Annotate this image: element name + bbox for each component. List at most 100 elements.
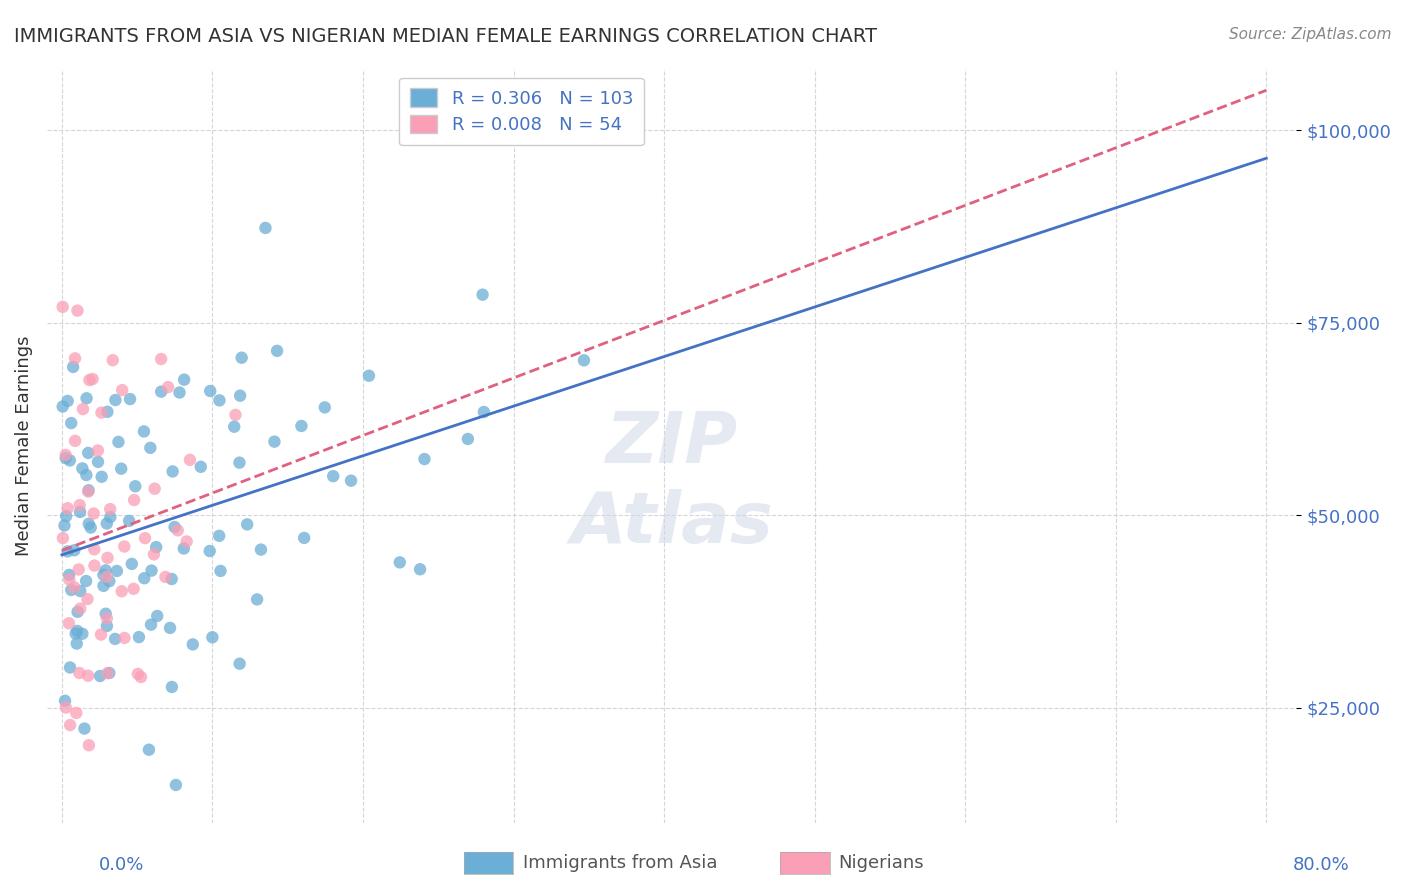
Point [53,694,76,708]
Point [159,621,181,635]
Point [94,607,117,621]
Point [66,605,89,619]
Point [110,461,132,475]
Point [107,434,129,449]
Point [77,738,100,752]
Point [228,456,250,470]
Point [111,383,134,397]
Point [96,550,118,565]
Point [93,579,115,593]
Point [208,529,231,543]
Point [55,700,77,714]
Point [52,300,75,314]
Point [58,573,80,587]
Point [176,534,198,549]
Point [53,518,76,533]
Point [160,572,183,586]
Point [72,402,94,417]
Point [89,669,111,683]
Point [150,351,173,366]
Point [166,524,188,538]
Point [357,368,380,383]
Point [98,574,121,589]
Point [254,221,277,235]
Point [208,393,231,408]
Point [87,455,110,469]
Point [111,584,134,599]
Point [73,722,96,736]
Point [190,459,212,474]
Point [128,630,150,644]
Point [56,501,79,516]
Text: 80.0%: 80.0% [1294,856,1350,874]
Point [69,584,91,599]
Point [112,540,135,554]
Point [209,564,232,578]
Point [66,624,89,638]
Point [67,562,90,576]
Point [157,380,180,394]
Point [165,778,187,792]
Point [63,543,86,558]
Point [236,517,259,532]
Point [65,706,87,720]
Point [52,400,75,414]
Point [96,516,118,531]
Point [314,401,336,415]
Point [90,627,112,641]
Point [413,452,436,467]
Point [121,557,143,571]
Point [118,392,141,406]
Point [69,601,91,615]
Point [96,611,118,625]
Point [201,630,224,644]
Point [118,514,141,528]
Point [94,563,117,577]
Point [60,582,83,597]
Point [77,483,100,498]
Point [75,574,97,588]
Point [340,474,363,488]
Point [231,351,253,365]
Point [82,372,104,386]
Point [169,385,191,400]
Point [155,570,177,584]
Point [87,443,110,458]
Point [59,660,82,674]
Point [263,434,285,449]
Point [90,406,112,420]
Point [69,498,91,512]
Text: IMMIGRANTS FROM ASIA VS NIGERIAN MEDIAN FEMALE EARNINGS CORRELATION CHART: IMMIGRANTS FROM ASIA VS NIGERIAN MEDIAN … [14,27,877,45]
Point [250,542,273,557]
Point [105,564,128,578]
Point [124,479,146,493]
Point [145,540,167,554]
Point [83,542,105,557]
Point [59,718,82,732]
Point [181,637,204,651]
Point [160,680,183,694]
Point [66,637,89,651]
Point [322,469,344,483]
Point [98,665,121,680]
Point [141,564,163,578]
Point [266,343,288,358]
Text: Nigerians: Nigerians [838,855,924,872]
Point [114,631,136,645]
Point [52,531,75,545]
Point [55,451,77,466]
Point [143,482,166,496]
Point [83,558,105,573]
Point [146,609,169,624]
Point [90,469,112,483]
Y-axis label: Median Female Earnings: Median Female Earnings [15,335,32,557]
Text: ZIP
Atlas: ZIP Atlas [571,409,773,558]
Point [198,544,221,558]
Point [173,541,195,556]
Point [471,287,494,301]
Point [97,666,120,681]
Point [134,531,156,545]
Point [58,567,80,582]
Point [77,516,100,531]
Point [409,562,432,576]
